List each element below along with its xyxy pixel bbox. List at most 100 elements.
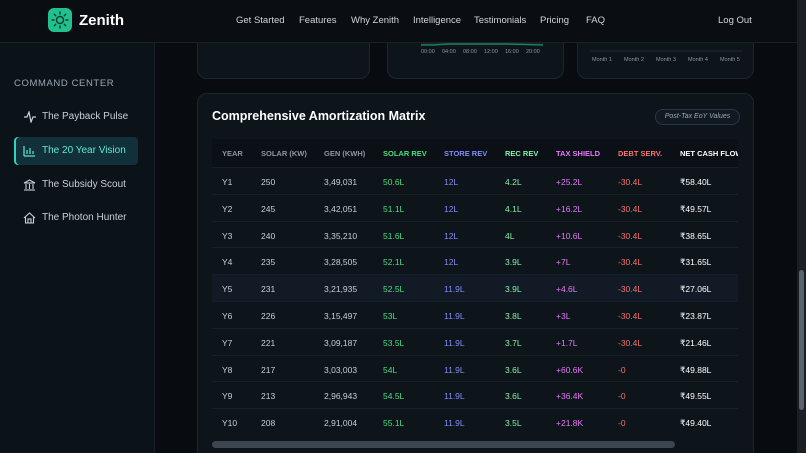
sidebar-icon [23, 212, 36, 224]
table-cell: 240 [261, 230, 276, 241]
table-cell: Y9 [222, 391, 233, 402]
column-header: DEBT SERV. [618, 149, 663, 158]
table-cell: -0 [618, 364, 626, 375]
nav-link[interactable]: FAQ [586, 15, 606, 26]
table-cell: ₹21.46L [680, 337, 712, 348]
axis-label: 08:00 [463, 49, 477, 55]
table-cell: 4L [505, 230, 515, 241]
logo[interactable] [48, 8, 72, 32]
nav-link[interactable]: Testimonials [474, 15, 527, 26]
axis-label: 20:00 [526, 49, 540, 55]
sidebar-item[interactable]: The Subsidy Scout [14, 171, 138, 199]
horizontal-scrollbar[interactable] [212, 441, 675, 448]
axis-label: Month 1 [592, 57, 612, 63]
hourly-chart [421, 43, 544, 46]
table-cell: 3,35,210 [324, 230, 358, 241]
nav-link[interactable]: Pricing [540, 15, 570, 26]
table-cell: 12L [444, 203, 459, 214]
table-cell: 231 [261, 284, 276, 295]
table: YEAR SOLAR (KW) GEN (KWH) SOLAR REV STORE RE… [212, 139, 738, 439]
table-cell: ₹38.65L [680, 230, 712, 241]
table-cell: 3,15,497 [324, 311, 358, 321]
table-cell: -30.4L [618, 203, 643, 214]
column-header: TAX SHIELD [556, 149, 601, 158]
table-cell: -30.4L [618, 311, 643, 321]
table-cell: 2,91,004 [324, 418, 358, 429]
table-cell: -0 [618, 391, 626, 402]
table-cell: +16.2L [556, 203, 583, 214]
table-cell: ₹49.55L [680, 391, 712, 402]
table-cell: ₹31.65L [680, 257, 712, 268]
column-header: GEN (KWH) [324, 149, 366, 158]
sidebar-label: The 20 Year Vision [42, 145, 126, 156]
table-cell: -30.4L [618, 230, 643, 241]
table-cell: 12L [444, 257, 459, 268]
table-cell: Y2 [222, 203, 233, 214]
sidebar-item[interactable]: The Photon Hunter [14, 204, 138, 232]
table-cell: ₹58.40L [680, 177, 712, 187]
scrollbar-track [797, 0, 806, 453]
table-cell: Y3 [222, 230, 233, 241]
sidebar-item[interactable]: The Payback Pulse [14, 103, 138, 131]
table-cell: -30.4L [618, 177, 643, 187]
sidebar-icon [23, 146, 35, 157]
table-cell: 3.6L [505, 364, 522, 375]
sidebar-label: The Payback Pulse [42, 111, 129, 122]
axis-label: Month 2 [624, 57, 644, 63]
table-cell: 213 [261, 391, 276, 402]
nav-link[interactable]: Features [299, 15, 337, 26]
table-row: Y6 226 3,15,497 53L 11.9L 3.8L +3L -30.4L ₹23.87… [212, 301, 738, 329]
table-header: YEAR SOLAR (KW) GEN (KWH) SOLAR REV STORE RE… [212, 139, 738, 167]
column-header: SOLAR REV [383, 149, 427, 158]
table-cell: 54L [383, 364, 398, 375]
table-cell: 3.7L [505, 337, 522, 348]
sidebar-label: The Photon Hunter [42, 212, 127, 223]
table-cell: 52.5L [383, 284, 405, 295]
table-title: Comprehensive Amortization Matrix [212, 109, 426, 123]
axis-label: 12:00 [484, 49, 498, 55]
table-cell: Y8 [222, 364, 233, 375]
table-cell: 3,03,003 [324, 364, 358, 375]
table-cell: 3,21,935 [324, 284, 358, 295]
nav-link[interactable]: Why Zenith [351, 15, 400, 26]
table-cell: -0 [618, 418, 626, 429]
logout-link[interactable]: Log Out [718, 15, 752, 26]
table-cell: Y1 [222, 177, 233, 187]
badge: Post-Tax EoY Values [655, 109, 740, 125]
table-cell: 11.9L [444, 337, 465, 348]
table-cell: 3.8L [505, 311, 522, 321]
table-cell: 11.9L [444, 391, 465, 402]
table-cell: ₹23.87L [680, 311, 712, 321]
table-cell: 3,28,505 [324, 257, 358, 268]
table-cell: 3.6L [505, 391, 522, 402]
column-header: SOLAR (KW) [261, 149, 307, 158]
table-cell: 245 [261, 203, 276, 214]
navbar: Zenith Log Out Get Started Features Why Ze… [0, 0, 806, 43]
table-cell: 12L [444, 177, 459, 187]
table-cell: +4.6L [556, 284, 578, 295]
logo-icon [51, 11, 69, 29]
brand[interactable]: Zenith [79, 12, 124, 29]
table-cell: 3,49,031 [324, 177, 358, 187]
table-cell: -30.4L [618, 337, 643, 348]
table-cell: 12L [444, 230, 459, 241]
table-cell: ₹27.06L [680, 284, 712, 295]
table-cell: 11.9L [444, 418, 465, 429]
table-cell: 3,09,187 [324, 337, 358, 348]
sidebar-item[interactable]: The 20 Year Vision [14, 137, 138, 165]
table-cell: 3.5L [505, 418, 522, 429]
table-row: Y10 208 2,91,004 55.1L 11.9L 3.5L +21.8K -0 ₹49.… [212, 408, 738, 436]
table-cell: +36.4K [556, 391, 584, 402]
nav-link[interactable]: Intelligence [413, 15, 462, 26]
table-cell: Y10 [222, 418, 238, 429]
table-cell: Y7 [222, 337, 233, 348]
table-row: Y9 213 2,96,943 54.5L 11.9L 3.6L +36.4K -0 ₹49.5… [212, 381, 738, 409]
table-cell: 3.9L [505, 284, 522, 295]
table-cell: 3.9L [505, 257, 522, 268]
sidebar-label: The Subsidy Scout [42, 179, 126, 190]
scrollbar-thumb[interactable] [799, 270, 804, 410]
table-cell: 52.1L [383, 257, 405, 268]
sidebar-icon [23, 179, 36, 191]
table-cell: 217 [261, 364, 276, 375]
nav-link[interactable]: Get Started [236, 15, 285, 26]
